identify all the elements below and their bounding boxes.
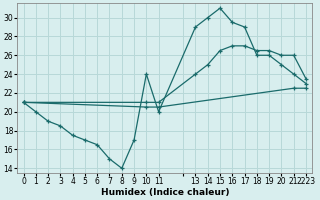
X-axis label: Humidex (Indice chaleur): Humidex (Indice chaleur)	[100, 188, 229, 197]
